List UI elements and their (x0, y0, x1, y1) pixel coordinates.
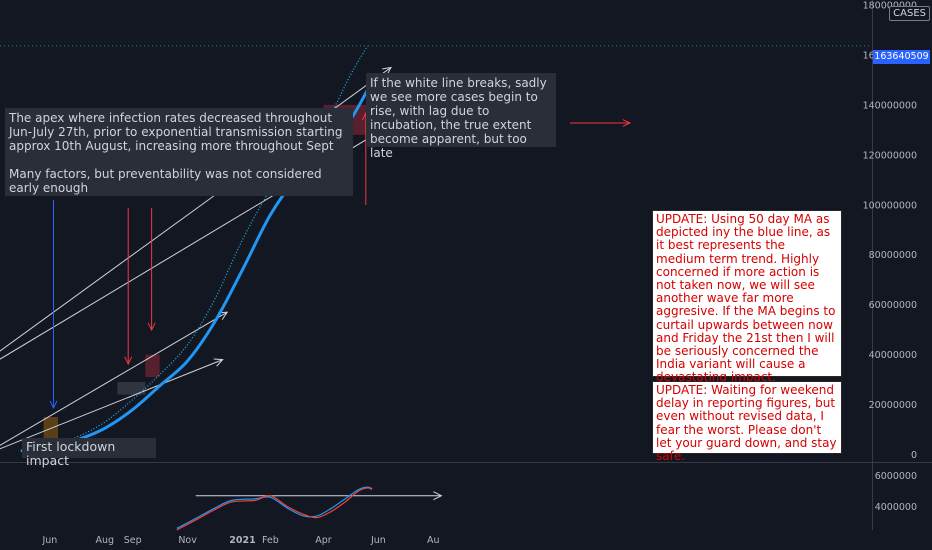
indicator-level-arrowhead (433, 491, 443, 501)
y-tick-label: 140000000 (863, 100, 917, 111)
indicator-red-line (176, 487, 373, 531)
highlight-box (43, 417, 58, 439)
update-note-2[interactable]: UPDATE: Waiting for weekend delay in rep… (652, 381, 842, 463)
last-value-label: 163640509 (873, 50, 930, 64)
trendline (0, 359, 223, 450)
trendline-arrowhead (213, 358, 224, 367)
update-note-1[interactable]: UPDATE: Using 50 day MA as depicted iny … (652, 210, 842, 384)
apex-note-text: The apex where infection rates decreased… (9, 111, 343, 153)
apex-arrow-1-head (124, 356, 133, 366)
update-note-1-text: UPDATE: Using 50 day MA as depicted iny … (656, 212, 836, 385)
y-tick-label: 0 (911, 450, 917, 461)
highlight-box (117, 382, 146, 395)
y-tick-label: 180000000 (863, 0, 917, 11)
indicator-tick-label: 4000000 (875, 502, 917, 513)
apex-note[interactable]: The apex where infection rates decreased… (5, 108, 353, 196)
trendline (0, 311, 228, 446)
indicator-pane (176, 486, 443, 531)
x-tick-label: 2021 (229, 535, 255, 546)
cases-badge[interactable]: CASES (889, 6, 930, 21)
apex-note-text-2: Many factors, but preventability was not… (9, 167, 322, 195)
white-line-note-text: If the white line breaks, sadly we see m… (370, 76, 547, 160)
annotation-arrows (49, 111, 632, 410)
lockdown-arrow-head (49, 400, 58, 410)
series-layer (20, 45, 370, 453)
y-tick-label: 80000000 (869, 250, 917, 261)
y-tick-label: 40000000 (869, 350, 917, 361)
x-tick-label: Jun (41, 535, 57, 546)
y-tick-label: 20000000 (869, 400, 917, 411)
y-tick-label: 100000000 (863, 200, 917, 211)
x-tick-label: Aug (96, 535, 115, 546)
x-tick-label: Jun (370, 535, 386, 546)
x-tick-label: Feb (262, 535, 279, 546)
x-tick-label: Au (427, 535, 440, 546)
apex-arrow-2-head (147, 322, 156, 332)
lockdown-note-text: First lockdown impact (26, 439, 116, 468)
series-dotted-line (21, 45, 369, 451)
indicator-blue-line (176, 486, 373, 529)
x-tick-label: Sep (124, 535, 142, 546)
x-tick-label: Nov (178, 535, 197, 546)
update-note-2-text: UPDATE: Waiting for weekend delay in rep… (656, 383, 837, 464)
white-line-note[interactable]: If the white line breaks, sadly we see m… (366, 73, 556, 160)
indicator-tick-label: 6000000 (875, 471, 917, 482)
white-line-arrow-head (622, 119, 632, 127)
y-tick-label: 120000000 (863, 150, 917, 161)
highlight-box (145, 354, 160, 378)
y-tick-label: 60000000 (869, 300, 917, 311)
x-tick-label: Apr (315, 535, 332, 546)
lockdown-note[interactable]: First lockdown impact (22, 438, 156, 468)
trendline-arrowhead (382, 66, 392, 76)
